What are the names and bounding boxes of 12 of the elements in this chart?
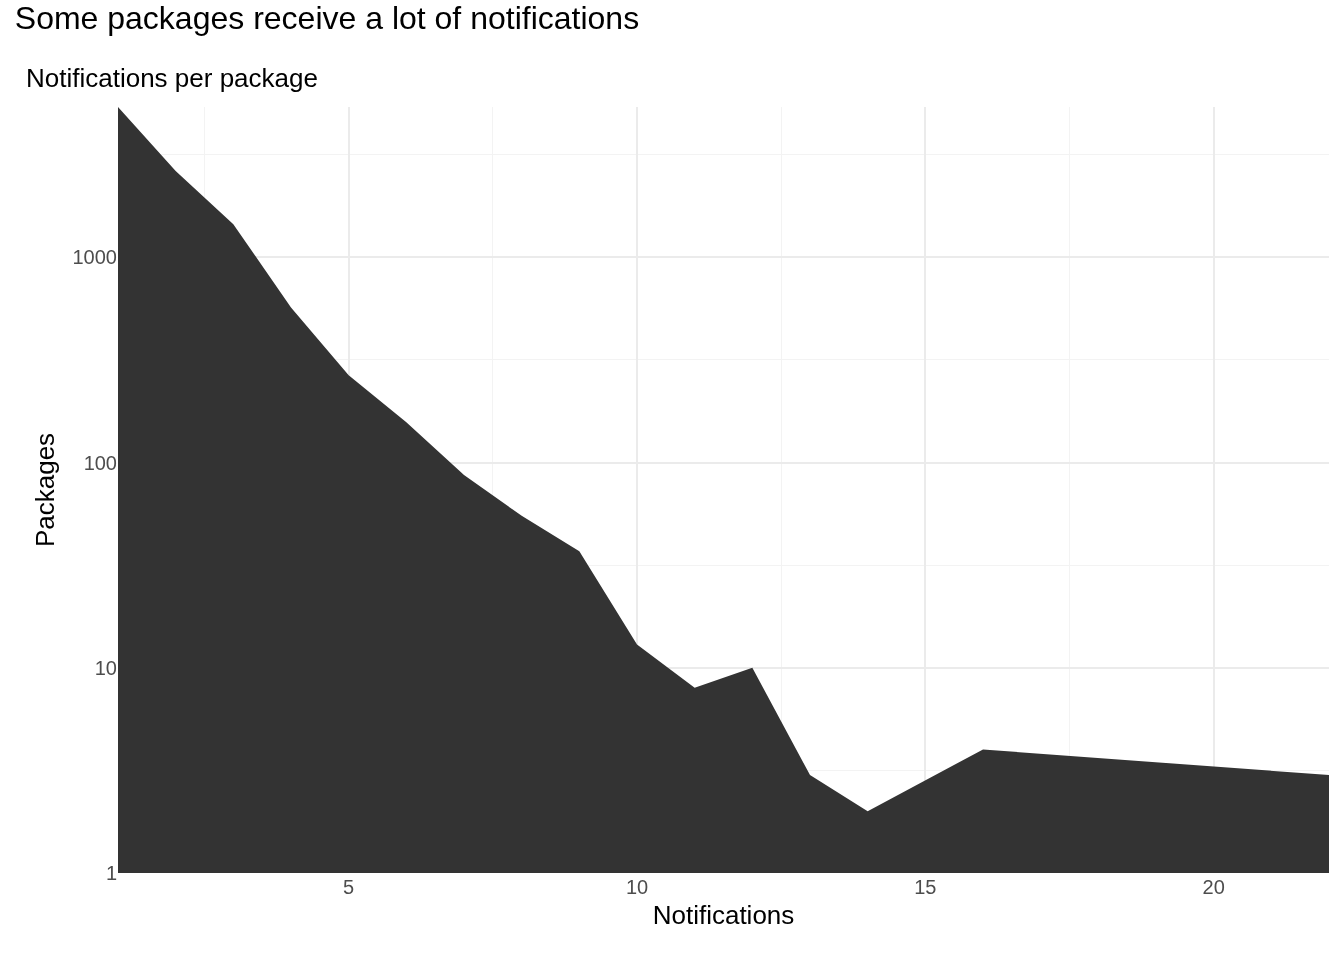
chart-title: Some packages receive a lot of notifications <box>14 0 640 37</box>
x-tick-label: 10 <box>625 876 649 898</box>
y-tick-label: 1000 <box>72 246 117 269</box>
x-tick-label: 15 <box>914 876 937 898</box>
y-tick-label: 100 <box>83 451 117 474</box>
x-tick-label: 5 <box>343 876 355 898</box>
x-tick-label: 20 <box>1202 876 1225 898</box>
chart-subtitle: Notifications per package <box>26 63 318 93</box>
y-axis-title: Packages <box>29 432 60 548</box>
y-tick-label: 10 <box>94 656 117 679</box>
x-axis-title: Notifications <box>652 899 795 930</box>
y-tick-label: 1 <box>105 862 117 884</box>
